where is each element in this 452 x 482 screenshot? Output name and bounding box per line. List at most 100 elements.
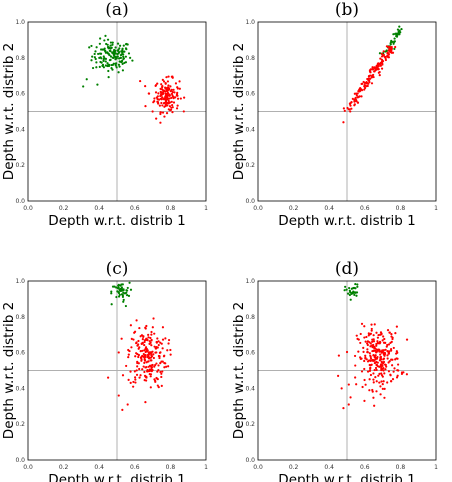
scatter-point: [372, 381, 375, 384]
scatter-point: [382, 352, 385, 355]
scatter-point: [164, 82, 167, 85]
scatter-point: [118, 44, 122, 47]
panel-3: (c) 0.0 0.2 0.4 0.6 0.8 1 0.0 0.2 0.4 0.6 0.8 1.0 Dep…: [1, 259, 208, 482]
scatter-point: [132, 385, 135, 388]
scatter-point: [368, 69, 371, 72]
scatter-point: [370, 323, 373, 326]
scatter-point: [166, 94, 170, 97]
x-tick-label: 0.6: [360, 205, 370, 212]
scatter-point: [158, 351, 162, 354]
x-tick-label: 1: [434, 464, 438, 471]
scatter-point: [117, 351, 120, 354]
scatter-point: [370, 327, 373, 331]
scatter-point: [363, 359, 366, 363]
scatter-point: [360, 357, 363, 360]
y-tick-label: 0.2: [245, 162, 255, 169]
scatter-point: [376, 67, 379, 70]
scatter-point: [141, 349, 144, 352]
y-axis-label: Depth w.r.t. distrib 2: [231, 302, 247, 439]
scatter-point: [124, 55, 127, 58]
scatter-point: [383, 337, 386, 341]
scatter-point: [395, 350, 398, 353]
scatter-point: [157, 368, 160, 372]
scatter-point: [152, 353, 155, 356]
scatter-point: [137, 355, 140, 359]
scatter-point: [145, 375, 148, 378]
scatter-point: [171, 104, 174, 107]
scatter-point: [165, 102, 169, 105]
scatter-point: [394, 32, 397, 35]
scatter-point: [375, 344, 378, 347]
scatter-point: [363, 325, 366, 328]
scatter-point: [127, 378, 130, 382]
scatter-point: [378, 73, 381, 77]
scatter-point: [170, 88, 173, 92]
scatter-point: [118, 47, 121, 50]
scatter-point: [380, 360, 383, 363]
scatter-point: [168, 94, 171, 97]
scatter-point: [380, 374, 384, 377]
scatter-point: [129, 324, 132, 327]
scatter-point: [369, 357, 373, 360]
scatter-point: [376, 361, 379, 364]
scatter-point: [143, 349, 146, 352]
y-tick-label: 0.2: [15, 162, 25, 169]
scatter-point: [157, 343, 160, 347]
scatter-point: [384, 348, 387, 351]
scatter-point: [376, 342, 379, 345]
scatter-point: [158, 356, 161, 360]
scatter-point: [366, 77, 369, 81]
scatter-point: [172, 101, 176, 104]
scatter-point: [385, 365, 388, 368]
scatter-point: [145, 347, 148, 351]
scatter-point: [109, 55, 113, 58]
scatter-point: [82, 85, 85, 88]
scatter-point: [130, 346, 133, 349]
scatter-point: [347, 383, 350, 386]
scatter-point: [354, 97, 357, 100]
x-tick-label: 0.6: [130, 205, 140, 212]
scatter-point: [161, 347, 164, 350]
scatter-point: [382, 54, 385, 57]
scatter-point: [372, 334, 375, 337]
scatter-point: [121, 408, 124, 411]
scatter-point: [381, 339, 384, 342]
scatter-point: [118, 293, 121, 296]
scatter-point: [151, 326, 154, 329]
scatter-point: [380, 60, 383, 63]
scatter-point: [148, 340, 151, 343]
scatter-point: [167, 338, 171, 342]
scatter-point: [372, 396, 375, 399]
scatter-point: [162, 102, 166, 105]
scatter-point: [392, 33, 395, 36]
scatter-point: [160, 83, 163, 86]
scatter-point: [347, 403, 350, 406]
scatter-point: [159, 94, 162, 98]
scatter-point: [375, 368, 378, 372]
scatter-point: [378, 348, 381, 351]
scatter-point: [355, 99, 358, 103]
scatter-point: [137, 353, 141, 357]
scatter-point: [116, 290, 120, 293]
scatter-point: [396, 369, 399, 372]
scatter-point: [360, 322, 364, 325]
scatter-point: [137, 343, 140, 346]
scatter-point: [111, 43, 114, 46]
scatter-point: [135, 352, 138, 355]
scatter-point: [373, 347, 376, 350]
scatter-point: [115, 62, 118, 65]
y-tick-label: 0.8: [245, 55, 255, 62]
scatter-point: [368, 363, 371, 367]
x-tick-label: 0.8: [166, 464, 176, 471]
scatter-point: [113, 50, 117, 54]
scatter-point: [118, 51, 121, 54]
x-axis-label: Depth w.r.t. distrib 1: [48, 472, 185, 482]
scatter-point: [387, 49, 391, 52]
scatter-point: [369, 77, 372, 80]
scatter-point: [147, 92, 151, 95]
scatter-point: [115, 66, 118, 69]
scatter-point: [111, 68, 114, 71]
scatter-point: [380, 58, 384, 62]
scatter-point: [144, 346, 148, 349]
scatter-point: [373, 404, 376, 407]
